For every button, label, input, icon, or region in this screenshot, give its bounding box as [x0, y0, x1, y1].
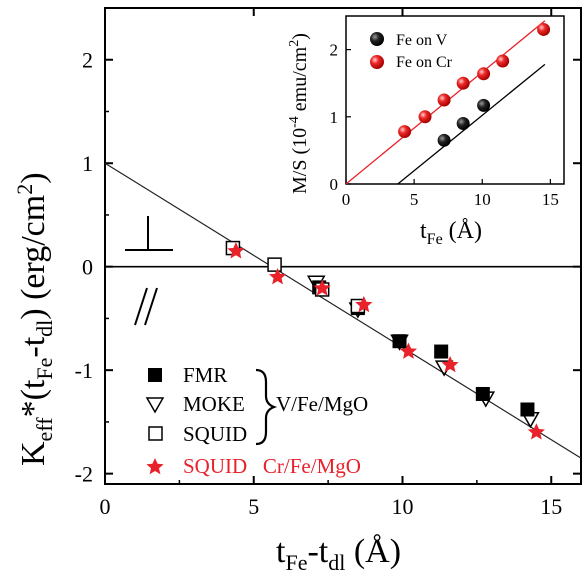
inset-x-axis-label: tFe (Å): [420, 218, 482, 248]
axis-break-symbol: [125, 216, 173, 326]
x-tick-label: 15: [540, 494, 562, 519]
x-tick-label: 10: [392, 494, 414, 519]
legend-label-moke: MOKE: [183, 392, 245, 416]
x-tick-label: 0: [100, 494, 111, 519]
inset-legend-label-fe-on-v: Fe on V: [396, 32, 448, 49]
inset-y-tick-label: 2: [330, 41, 339, 60]
inset-plot: 0 5 10 15 0 1 2: [330, 20, 559, 209]
y-axis-label: Keff*(tFe-tdl) (erg/cm2): [12, 172, 57, 466]
inset-point-fe-on-cr: [496, 54, 510, 68]
fit-line: [104, 162, 582, 459]
data-point-squid-cr: [441, 356, 459, 373]
legend-brace: [255, 368, 278, 446]
main-legend: FMR MOKE SQUID V/Fe/MgO SQUID Cr/Fe/MgO: [145, 363, 368, 478]
inset-point-fe-on-cr: [418, 110, 432, 124]
data-point-squid-cr: [313, 279, 331, 296]
inset-point-fe-on-v: [437, 133, 451, 147]
inset-point-fe-on-cr: [537, 22, 551, 36]
inset-legend-marker-fe-on-cr: [370, 55, 384, 69]
data-point-squid: [267, 257, 282, 272]
inset-point-fe-on-v: [456, 117, 470, 131]
x-tick-label: 5: [248, 494, 259, 519]
inset-x-tick-label: 0: [342, 190, 351, 209]
inset-x-tick-label: 10: [474, 190, 491, 209]
data-point-fmr: [392, 334, 407, 349]
y-tick-label: 2: [82, 48, 93, 73]
data-point-moke: [521, 412, 540, 429]
inset-y-tick-label: 0: [330, 175, 339, 194]
data-point-squid-cr: [399, 342, 418, 359]
data-point-fmr: [434, 344, 449, 359]
data-point-moke: [476, 391, 496, 408]
inset-point-fe-on-cr: [456, 76, 470, 90]
main-plot-frame: [104, 7, 582, 485]
x-axis-label: tFe-tdl (Å): [276, 533, 401, 575]
inset-legend-label-fe-on-cr: Fe on Cr: [396, 54, 453, 71]
legend-label-squid-cr: SQUID Cr/Fe/MgO: [183, 454, 361, 478]
inset-y-axis-label: M/S (10-4 emu/cm2): [287, 33, 311, 194]
inset-y-tick-label: 1: [330, 108, 339, 127]
inset-point-fe-on-cr: [437, 93, 451, 107]
data-point-squid-cr: [355, 295, 373, 313]
inset-plot-frame: [345, 15, 565, 185]
inset-x-tick-label: 5: [410, 190, 419, 209]
data-point-squid-cr: [268, 268, 287, 285]
legend-marker-squid: [148, 426, 163, 441]
data-point-squid-cr: [527, 423, 545, 440]
y-tick-label: 1: [82, 151, 93, 176]
inset-point-fe-on-cr: [477, 67, 491, 81]
inset-legend-marker-fe-on-v: [370, 32, 384, 46]
y-tick-label: -2: [75, 462, 93, 487]
data-point-fmr: [475, 386, 490, 401]
y-tick-label: -1: [75, 358, 93, 383]
inset-legend: Fe on V Fe on Cr: [370, 32, 453, 71]
legend-label-squid: SQUID: [183, 422, 247, 446]
legend-marker-squid-cr: [146, 458, 164, 475]
legend-marker-moke: [145, 397, 165, 414]
inset-point-fe-on-v: [477, 98, 491, 112]
y-tick-label: 0: [82, 255, 93, 280]
legend-label-fmr: FMR: [183, 363, 227, 387]
data-point-moke: [390, 334, 409, 351]
inset-x-tick-label: 15: [542, 190, 559, 209]
data-point-squid-cr: [227, 242, 245, 259]
legend-group-label: V/Fe/MgO: [276, 392, 368, 416]
inset-point-fe-on-cr: [398, 125, 412, 139]
legend-marker-fmr: [148, 368, 162, 382]
inset-fit-line-fe-on-v: [397, 63, 546, 185]
